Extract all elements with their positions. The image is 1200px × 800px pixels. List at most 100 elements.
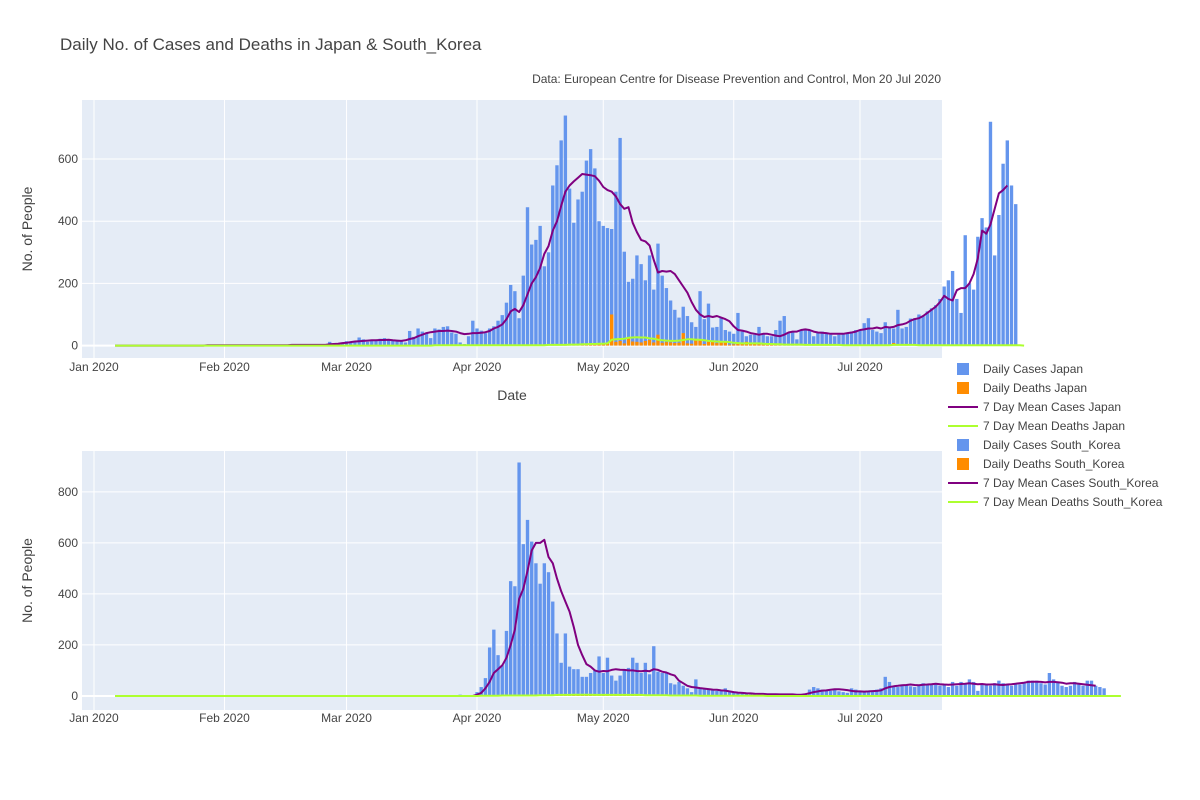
bar	[513, 586, 517, 696]
legend-item[interactable]: Daily Cases Japan	[957, 362, 1083, 376]
bar	[1009, 185, 1014, 346]
x-tick-label: Jul 2020	[837, 711, 883, 725]
bar	[803, 328, 807, 346]
bar	[837, 334, 841, 346]
bar	[521, 275, 525, 346]
bar	[689, 343, 694, 346]
legend-label: Daily Cases South_Korea	[983, 438, 1121, 452]
bar	[555, 165, 559, 346]
bar	[727, 331, 732, 346]
bar	[887, 681, 892, 696]
bar	[719, 317, 723, 346]
bar	[1081, 685, 1085, 696]
bar	[921, 683, 925, 696]
bar	[534, 563, 538, 696]
y-tick-label: 600	[58, 536, 78, 550]
bar	[757, 344, 761, 346]
legend-item[interactable]: Daily Cases South_Korea	[957, 438, 1121, 452]
bar	[828, 690, 833, 696]
bar	[647, 674, 652, 696]
bar	[866, 692, 871, 696]
bar	[500, 665, 504, 696]
bar	[614, 341, 618, 346]
bar	[685, 316, 690, 346]
chart-legend[interactable]: Daily Cases Japan Daily Deaths Japan 7 Day…	[948, 362, 1163, 509]
x-tick-label: Apr 2020	[453, 360, 502, 374]
chart-panels: 0 200 400 600 Jan 2020 Feb 2020 Mar 2020 Apr 20…	[19, 100, 1121, 725]
series-line	[115, 336, 1025, 347]
bar	[593, 168, 597, 346]
bar	[723, 341, 728, 346]
legend-item[interactable]: 7 Day Mean Cases South_Korea	[948, 476, 1159, 490]
bar	[1009, 685, 1014, 696]
bar	[664, 342, 669, 346]
bar	[824, 690, 829, 696]
x-tick-label: Jan 2020	[69, 360, 119, 374]
bar	[963, 683, 967, 696]
bar	[584, 676, 589, 696]
bar	[959, 312, 963, 346]
bar	[934, 305, 938, 346]
bar	[925, 684, 930, 696]
bar	[997, 215, 1001, 346]
bar	[618, 137, 622, 346]
legend-item[interactable]: 7 Day Mean Deaths Japan	[948, 419, 1125, 433]
bar	[976, 236, 980, 346]
bar	[723, 688, 728, 696]
bar	[542, 266, 547, 346]
bar	[601, 225, 605, 346]
bar	[854, 689, 858, 696]
bar	[997, 680, 1001, 696]
bar	[698, 688, 702, 696]
bar	[950, 270, 955, 346]
bar	[698, 291, 702, 346]
bar	[664, 288, 669, 346]
legend-label: Daily Deaths South_Korea	[983, 457, 1125, 471]
bar	[681, 306, 685, 346]
bar	[605, 228, 610, 346]
bar	[597, 221, 601, 346]
bar	[799, 330, 803, 346]
legend-item[interactable]: 7 Day Mean Cases Japan	[948, 400, 1121, 414]
bar	[955, 298, 959, 346]
bar	[1102, 688, 1106, 696]
bar	[508, 581, 513, 696]
bar	[913, 318, 917, 346]
bar	[1014, 684, 1018, 696]
bar	[740, 331, 744, 346]
legend-swatch	[957, 363, 969, 375]
bar	[706, 689, 711, 696]
bar	[555, 633, 559, 696]
bar	[605, 657, 610, 696]
bar	[992, 255, 997, 346]
bar	[567, 666, 572, 696]
bar	[479, 330, 483, 346]
bar	[723, 330, 728, 346]
bar	[959, 681, 963, 696]
bar	[559, 140, 563, 346]
bar	[538, 225, 542, 346]
bar	[538, 583, 542, 696]
bar	[1094, 685, 1098, 696]
bar	[913, 687, 917, 696]
legend-item[interactable]: Daily Deaths South_Korea	[957, 457, 1125, 471]
bar	[891, 685, 896, 696]
bar	[1098, 687, 1102, 696]
bar	[386, 339, 391, 346]
legend-item[interactable]: Daily Deaths Japan	[957, 381, 1087, 395]
bar	[736, 343, 740, 346]
legend-item[interactable]: 7 Day Mean Deaths South_Korea	[948, 495, 1163, 509]
bar	[689, 692, 694, 696]
bar	[349, 341, 353, 346]
bar	[483, 333, 488, 346]
bar	[391, 340, 395, 346]
bar	[567, 188, 572, 346]
bar	[950, 681, 955, 696]
bar	[664, 673, 669, 696]
series-line	[115, 693, 1121, 697]
bar	[942, 684, 946, 696]
x-tick-label: Jun 2020	[709, 711, 759, 725]
bar	[635, 341, 639, 346]
legend-swatch	[957, 382, 969, 394]
bar	[732, 344, 736, 346]
